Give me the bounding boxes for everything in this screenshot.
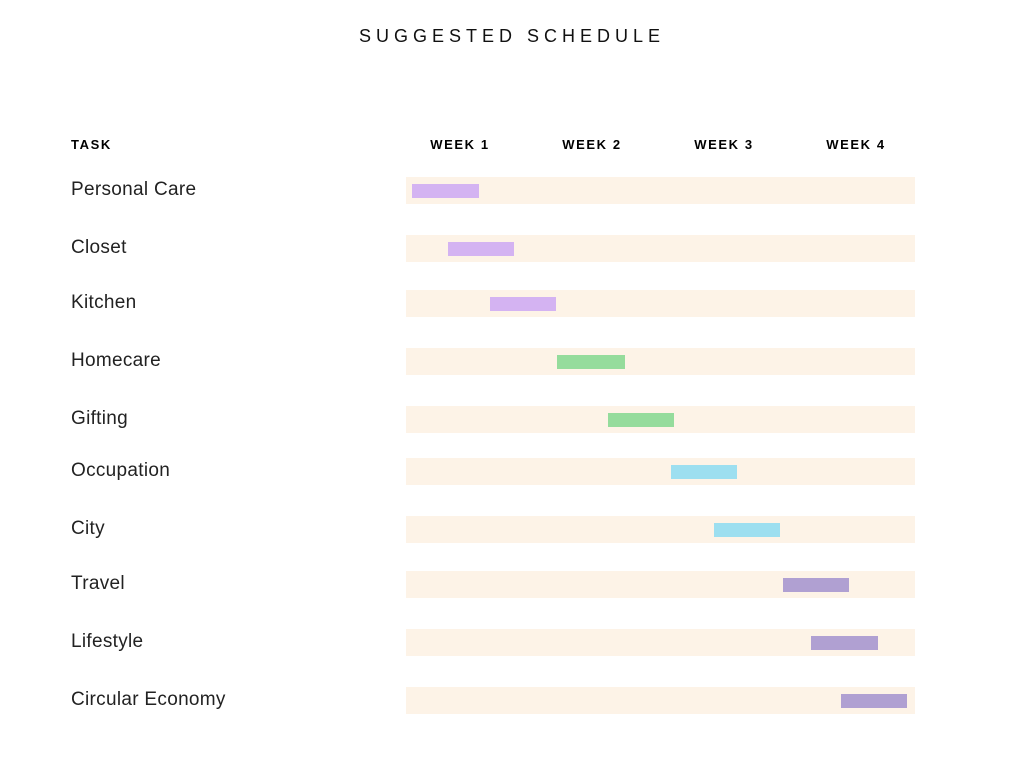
task-track	[406, 177, 915, 204]
task-track	[406, 629, 915, 656]
task-bar	[782, 577, 849, 592]
task-label: Gifting	[71, 408, 129, 429]
task-track	[406, 406, 915, 433]
task-label: Kitchen	[71, 292, 137, 313]
task-track	[406, 687, 915, 714]
task-label: Personal Care	[71, 179, 197, 200]
task-label: Closet	[71, 237, 127, 258]
week-3-header: WEEK 3	[694, 137, 754, 152]
chart-title: SUGGESTED SCHEDULE	[358, 26, 666, 46]
task-track	[406, 571, 915, 598]
task-track	[406, 235, 915, 262]
task-track	[406, 458, 915, 485]
task-track	[406, 290, 915, 317]
task-bar	[489, 296, 557, 311]
task-track	[406, 348, 915, 375]
task-track	[406, 516, 915, 543]
task-label: City	[71, 518, 105, 539]
task-label: Circular Economy	[71, 689, 226, 710]
week-1-header: WEEK 1	[430, 137, 490, 152]
task-label: Travel	[71, 573, 125, 594]
task-bar	[447, 241, 515, 256]
task-column-header: TASK	[71, 137, 112, 152]
task-label: Occupation	[71, 460, 171, 481]
task-bar	[841, 693, 908, 708]
task-label: Homecare	[71, 350, 162, 371]
task-bar	[557, 354, 625, 369]
task-bar	[810, 635, 879, 650]
week-2-header: WEEK 2	[562, 137, 622, 152]
week-4-header: WEEK 4	[826, 137, 886, 152]
task-bar	[713, 522, 781, 537]
task-bar	[670, 464, 737, 479]
task-bar	[608, 412, 675, 427]
task-bar	[412, 183, 479, 198]
task-label: Lifestyle	[71, 631, 144, 652]
